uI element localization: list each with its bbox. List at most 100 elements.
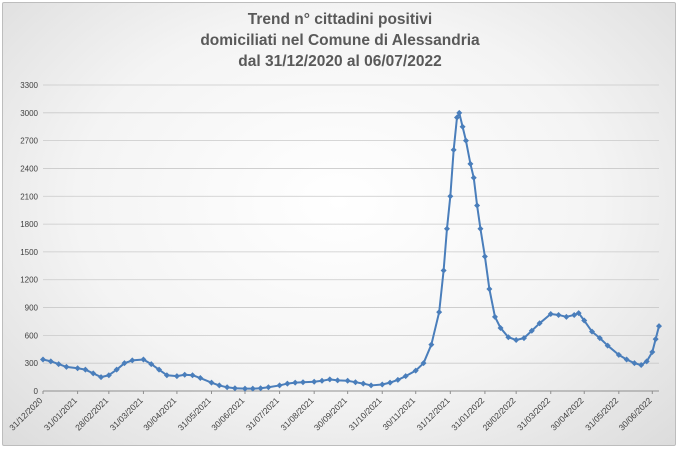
x-tick-label: 28/02/2021 — [73, 395, 110, 432]
y-tick-label: 600 — [25, 331, 39, 340]
data-point — [90, 370, 97, 377]
data-point — [156, 366, 163, 373]
data-point — [121, 360, 128, 367]
data-point — [74, 365, 81, 372]
x-tick-label: 31/12/2020 — [7, 395, 44, 432]
x-tick-label: 30/06/2022 — [617, 395, 654, 432]
data-point — [638, 362, 645, 369]
data-point — [520, 335, 527, 342]
x-tick-label: 28/02/2022 — [480, 395, 517, 432]
data-point — [311, 378, 318, 385]
x-tick-label: 31/12/2021 — [415, 395, 452, 432]
data-point — [528, 327, 535, 334]
chart-title-line-3: dal 31/12/2020 al 06/07/2022 — [238, 53, 442, 70]
data-point — [462, 137, 469, 144]
data-point — [513, 337, 520, 343]
y-tick-label: 300 — [25, 359, 39, 368]
x-tick-label: 31/05/2022 — [583, 395, 620, 432]
data-point — [105, 372, 112, 379]
data-point — [481, 253, 488, 260]
data-point — [581, 317, 588, 324]
data-point — [436, 309, 443, 316]
data-point — [129, 357, 136, 364]
y-tick-label: 0 — [34, 387, 39, 396]
data-point — [491, 313, 498, 320]
data-point — [181, 371, 188, 378]
chart-title-line-2: domiciliati nel Comune di Alessandria — [200, 32, 480, 49]
data-point — [470, 174, 477, 181]
x-tick-label: 30/09/2021 — [312, 395, 349, 432]
data-point — [300, 379, 307, 386]
data-point — [284, 380, 291, 387]
data-point — [575, 310, 582, 317]
y-tick-label: 1500 — [20, 248, 38, 257]
chart-frame: Trend n° cittadini positivi domiciliati … — [2, 2, 676, 446]
series-line — [42, 111, 660, 390]
data-point — [456, 109, 463, 116]
data-point — [450, 146, 457, 153]
data-point — [604, 342, 611, 349]
data-point — [216, 382, 223, 389]
x-tick-label: 31/10/2021 — [347, 395, 384, 432]
data-point — [63, 363, 70, 370]
data-point — [420, 360, 427, 367]
data-point — [265, 384, 272, 391]
y-tick-label: 2100 — [20, 192, 38, 201]
x-tick-label: 31/03/2022 — [515, 395, 552, 432]
data-point — [344, 377, 351, 384]
data-point — [55, 361, 62, 368]
data-point — [140, 356, 147, 363]
data-point — [113, 366, 120, 373]
data-point — [631, 360, 638, 367]
data-point — [571, 311, 578, 318]
data-point — [360, 380, 367, 387]
chart-title: Trend n° cittadini positivi domiciliati … — [3, 9, 675, 72]
x-tick-label: 31/05/2021 — [176, 395, 213, 432]
x-tick-label: 31/03/2021 — [108, 395, 145, 432]
data-point — [459, 123, 466, 130]
data-point — [589, 328, 596, 335]
y-tick-label: 2400 — [20, 164, 38, 173]
data-point — [257, 385, 264, 392]
data-point — [231, 385, 238, 392]
data-point — [536, 320, 543, 327]
y-tick-label: 1800 — [20, 220, 38, 229]
data-point — [368, 382, 375, 389]
data-point — [596, 335, 603, 342]
data-point — [615, 351, 622, 358]
data-point — [47, 358, 54, 365]
data-point — [326, 376, 333, 383]
data-point — [82, 366, 89, 373]
data-point — [443, 225, 450, 232]
data-point — [497, 324, 504, 331]
x-tick-label: 30/04/2021 — [141, 395, 178, 432]
data-point — [98, 374, 105, 381]
data-point — [394, 376, 401, 383]
y-tick-label: 1200 — [20, 276, 38, 285]
line-chart: 0 300 600 900 1200 1500 1800 2100 2400 2700 3000 33… — [7, 81, 662, 432]
data-point — [276, 382, 283, 389]
x-tick-label: 30/06/2021 — [209, 395, 246, 432]
data-point — [440, 267, 447, 274]
data-point — [352, 379, 359, 386]
data-point — [454, 114, 461, 121]
data-point — [555, 311, 562, 318]
data-point — [649, 349, 656, 356]
x-tick-label: 31/07/2021 — [244, 395, 281, 432]
data-point — [163, 372, 170, 379]
x-tick-label: 31/08/2021 — [278, 395, 315, 432]
y-tick-label: 2700 — [20, 137, 38, 146]
data-point — [402, 373, 409, 380]
data-point — [547, 311, 554, 318]
x-tick-label: 30/11/2021 — [380, 395, 417, 432]
x-tick-label: 30/04/2022 — [548, 395, 585, 432]
data-point — [643, 358, 650, 365]
data-point — [477, 225, 484, 232]
data-point — [486, 286, 493, 292]
y-tick-label: 900 — [25, 304, 39, 313]
data-point — [334, 377, 341, 384]
data-point — [387, 379, 394, 386]
data-point — [173, 373, 180, 380]
data-point — [467, 160, 474, 167]
chart-title-line-1: Trend n° cittadini positivi — [247, 11, 433, 28]
